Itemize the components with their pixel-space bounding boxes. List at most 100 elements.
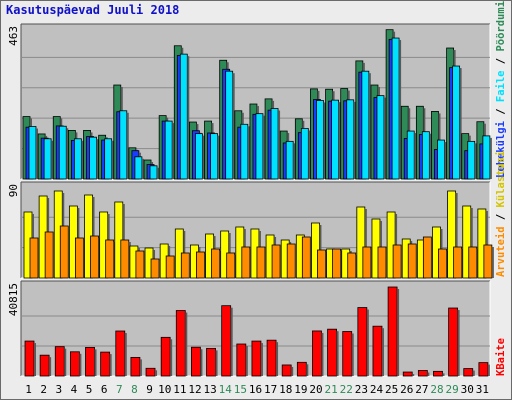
bar-files-18 [285, 140, 296, 180]
bar-uniques-31-body [483, 244, 493, 279]
bar-kbytes-26 [402, 371, 415, 377]
day-label-11: 11 [173, 383, 186, 396]
bar-kbytes-3-body [54, 346, 65, 377]
bar-uniques-1-body [29, 237, 39, 279]
bar-kbytes-20 [312, 330, 324, 377]
bar-files-20-shadow [323, 102, 326, 179]
bar-kbytes-21 [327, 328, 339, 377]
bar-files-7 [119, 110, 129, 180]
bar-uniques-4-body [74, 237, 84, 279]
bar-kbytes-15 [236, 343, 248, 377]
bar-files-22-shadow [353, 101, 356, 179]
bar-kbytes-1-shadow [34, 343, 36, 376]
bar-files-10 [164, 120, 175, 180]
bar-uniques-6-body [105, 239, 115, 279]
bar-kbytes-22-shadow [351, 333, 354, 376]
bar-kbytes-21-body [327, 328, 337, 377]
bar-uniques-2-body [44, 231, 54, 279]
bar-kbytes-4 [69, 351, 82, 377]
bar-files-25 [391, 37, 402, 180]
bar-files-11-body [179, 53, 188, 180]
bar-uniques-12 [196, 251, 207, 279]
bar-files-9-shadow [157, 167, 160, 179]
bar-kbytes-24 [372, 325, 384, 377]
chart-title: Kasutuspäevad Juuli 2018 [6, 3, 180, 17]
bar-kbytes-29-shadow [457, 310, 460, 376]
bar-files-15-body [240, 123, 249, 180]
bar-kbytes-11-shadow [185, 312, 188, 376]
bar-uniques-12-body [196, 251, 205, 279]
bar-kbytes-12-shadow [200, 349, 203, 376]
day-label-7: 7 [116, 383, 123, 396]
bar-kbytes-7-shadow [124, 333, 127, 376]
legend-bottom: KBaite [495, 338, 507, 376]
bar-files-4 [73, 138, 84, 180]
bar-kbytes-19-body [296, 361, 307, 377]
bar-uniques-5-body [90, 235, 99, 279]
day-label-30: 30 [461, 383, 474, 396]
bar-files-13-body [210, 133, 218, 180]
bar-kbytes-2-body [39, 354, 50, 377]
bar-files-21 [331, 99, 341, 180]
bar-files-27-body [421, 131, 430, 180]
bar-files-20 [316, 100, 326, 180]
bar-files-27-shadow [429, 133, 432, 179]
bar-kbytes-12 [191, 346, 203, 377]
bar-kbytes-7 [115, 330, 127, 377]
bar-uniques-24 [377, 246, 388, 279]
bar-uniques-8 [135, 250, 146, 279]
bar-kbytes-20-shadow [321, 332, 324, 376]
bar-kbytes-4-body [69, 351, 80, 377]
day-label-18: 18 [279, 383, 292, 396]
bar-kbytes-12-body [191, 346, 201, 377]
bar-files-31 [482, 135, 492, 180]
day-label-8: 8 [131, 383, 138, 396]
day-label-5: 5 [86, 383, 93, 396]
bar-kbytes-21-shadow [336, 331, 339, 376]
bar-kbytes-8-shadow [139, 359, 142, 376]
bar-uniques-28-body [438, 248, 447, 279]
bar-files-9-body [149, 165, 158, 180]
bar-kbytes-28-shadow [442, 373, 445, 376]
bar-visits-30 [462, 205, 473, 279]
bar-uniques-21-body [332, 248, 341, 279]
bar-kbytes-24-shadow [381, 328, 384, 376]
bar-kbytes-9 [145, 367, 158, 377]
day-label-16: 16 [249, 383, 262, 396]
bar-files-5-body [89, 136, 97, 180]
day-label-14: 14 [219, 383, 233, 396]
bar-uniques-29 [453, 246, 464, 279]
bar-uniques-27-body [422, 236, 432, 279]
day-label-24: 24 [370, 383, 384, 396]
bar-kbytes-15-body [236, 343, 247, 377]
bar-files-2-shadow [51, 140, 54, 179]
day-label-10: 10 [158, 383, 171, 396]
day-label-20: 20 [309, 383, 322, 396]
bar-kbytes-31-body [478, 362, 489, 377]
bar-files-3-body [58, 125, 67, 180]
bar-files-28-body [437, 139, 445, 180]
bar-files-3-shadow [66, 128, 69, 179]
bar-kbytes-30-body [463, 368, 474, 377]
bar-kbytes-6-shadow [109, 354, 112, 376]
bar-files-3 [58, 125, 69, 180]
bar-files-12 [195, 133, 205, 180]
bar-files-21-body [331, 99, 339, 180]
bar-kbytes-11-body [175, 310, 186, 377]
bar-files-14-shadow [232, 73, 235, 179]
bar-kbytes-17 [266, 339, 279, 377]
bar-kbytes-5-shadow [94, 349, 97, 376]
bar-kbytes-22-body [342, 331, 353, 377]
day-label-12: 12 [188, 383, 201, 396]
bar-files-10-shadow [172, 123, 175, 179]
bar-uniques-8-body [135, 250, 145, 279]
legend-top-part-0: Lehekülgi [495, 121, 507, 178]
bar-files-30 [467, 140, 477, 180]
bar-files-19 [300, 128, 311, 180]
bar-uniques-30-body [468, 246, 478, 279]
bar-uniques-13-body [211, 248, 220, 279]
bar-files-16-shadow [262, 115, 265, 179]
bar-files-11 [179, 53, 190, 180]
bar-kbytes-31-shadow [487, 364, 490, 376]
